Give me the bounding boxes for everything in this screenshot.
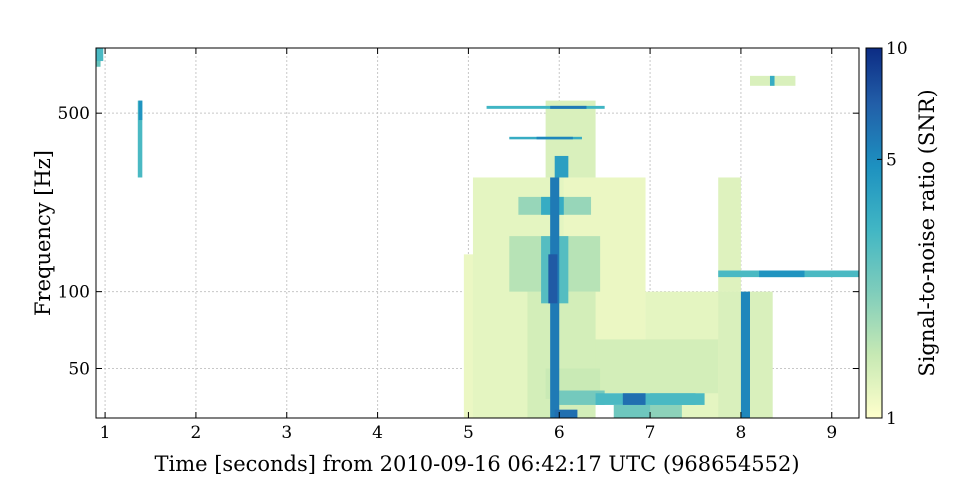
spectrogram-tile: [554, 409, 578, 418]
y-tick-label: 100: [58, 283, 90, 303]
spectrogram-tile: [591, 339, 719, 394]
spectrogram-tile: [96, 55, 101, 67]
spectrogram-tile: [554, 155, 569, 178]
spectrogram-tile: [138, 100, 143, 121]
x-tick-label: 2: [191, 423, 202, 443]
spectrogram-tile: [550, 105, 587, 109]
spectrogram-tile: [718, 177, 741, 292]
spectrogram-tile: [650, 393, 696, 405]
y-axis-title: Frequency [Hz]: [31, 150, 55, 316]
spectrogram-tile: [769, 75, 775, 86]
x-tick-label: 1: [100, 423, 111, 443]
x-tick-label: 8: [736, 423, 747, 443]
x-tick-label: 6: [554, 423, 565, 443]
spectrogram-tile: [613, 404, 651, 418]
colorbar: [865, 47, 883, 419]
spectrogram-tile: [536, 136, 573, 140]
x-tick-label: 7: [645, 423, 656, 443]
spectrogram-tile: [137, 100, 143, 178]
spectrogram-tile: [641, 404, 682, 418]
colorbar-label: Signal-to-noise ratio (SNR): [915, 89, 939, 376]
spectrogram-tile: [622, 393, 646, 405]
spectrogram-tiles: [96, 48, 859, 418]
x-tick-label: 5: [463, 423, 474, 443]
spectrogram-tile: [548, 254, 558, 304]
spectrogram-tile: [740, 291, 750, 418]
axis-ticks: 1 2 3 4 5 6 7 8 9 50 100 500: [58, 48, 859, 443]
plot-frame: [95, 47, 860, 419]
y-tick-label: 50: [68, 360, 90, 380]
spectrogram-tile: [486, 105, 605, 109]
x-tick-label: 9: [826, 423, 837, 443]
y-tick-label: 500: [58, 104, 90, 124]
colorbar-tick-label: 1: [886, 409, 897, 429]
colorbar-tick-label: 5: [886, 150, 897, 170]
spectrogram-tile: [759, 270, 805, 278]
x-tick-label: 3: [281, 423, 292, 443]
x-tick-label: 4: [372, 423, 383, 443]
spectrogram-tile: [559, 390, 605, 405]
colorbar-tick-label: 10: [886, 39, 908, 59]
x-axis-title: Time [seconds] from 2010-09-16 06:42:17 …: [154, 452, 799, 476]
spectrogram-tile: [96, 48, 104, 62]
